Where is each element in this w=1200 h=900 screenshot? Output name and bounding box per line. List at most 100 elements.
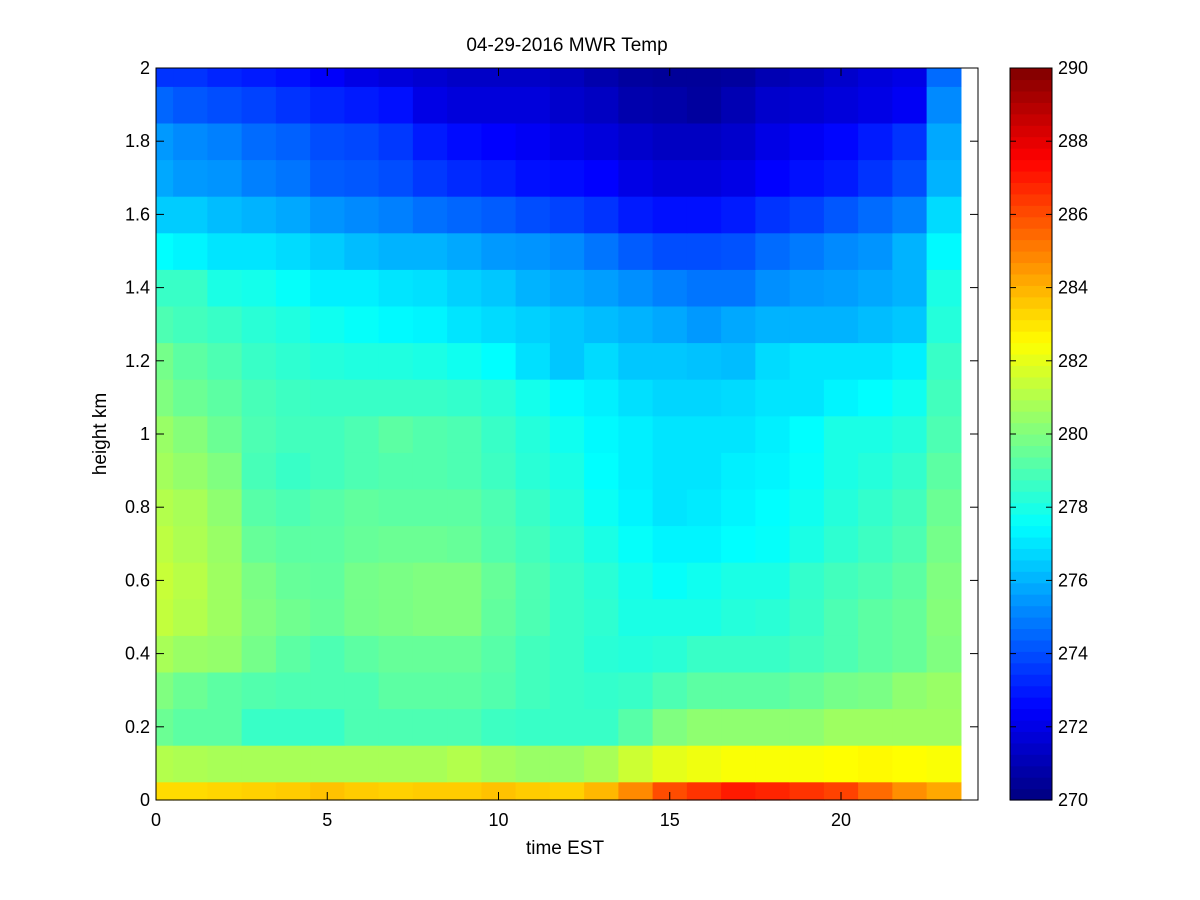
- heatmap-cell: [481, 159, 517, 197]
- colorbar-step: [1010, 193, 1052, 206]
- heatmap-cell: [156, 671, 174, 710]
- heatmap-cell: [823, 708, 859, 746]
- heatmap-cell: [156, 379, 174, 417]
- heatmap-cell: [789, 68, 825, 87]
- heatmap-cell: [618, 708, 654, 746]
- heatmap-cell: [618, 598, 654, 636]
- heatmap-cell: [686, 415, 722, 453]
- heatmap-cell: [652, 415, 688, 453]
- heatmap-cell: [892, 525, 928, 563]
- heatmap-cell: [721, 488, 756, 527]
- heatmap-cell: [447, 635, 482, 673]
- heatmap-cell: [926, 525, 962, 563]
- heatmap-cell: [858, 598, 893, 636]
- colorbar-tick-label: 272: [1058, 717, 1088, 737]
- heatmap-cell: [378, 159, 414, 197]
- colorbar-step: [1010, 628, 1052, 641]
- heatmap-cell: [481, 488, 517, 527]
- heatmap-cell: [173, 598, 208, 636]
- heatmap-cell: [858, 342, 893, 380]
- heatmap-cell: [378, 635, 414, 673]
- heatmap-cell: [275, 122, 311, 161]
- heatmap-cell: [755, 598, 791, 636]
- heatmap-cell: [686, 525, 722, 563]
- heatmap-cell: [344, 196, 380, 234]
- heatmap-cell: [378, 562, 414, 600]
- colorbar-step: [1010, 296, 1052, 309]
- heatmap-cell: [858, 745, 893, 783]
- heatmap-cell: [241, 525, 277, 563]
- heatmap-cell: [584, 488, 619, 527]
- x-tick-label: 15: [660, 810, 680, 830]
- colorbar-step: [1010, 777, 1052, 790]
- colorbar-tick-label: 286: [1058, 204, 1088, 224]
- colorbar-step: [1010, 742, 1052, 755]
- heatmap-cell: [412, 379, 448, 417]
- heatmap-cell: [310, 635, 345, 673]
- heatmap-cell: [584, 525, 619, 563]
- heatmap-cell: [156, 159, 174, 197]
- heatmap-cell: [310, 598, 345, 636]
- heatmap-cell: [721, 671, 756, 710]
- heatmap-cell: [926, 562, 962, 600]
- heatmap-cell: [926, 415, 962, 453]
- heatmap-cell: [447, 708, 482, 746]
- heatmap-cell: [173, 196, 208, 234]
- colorbar-step: [1010, 788, 1052, 801]
- colorbar-step: [1010, 148, 1052, 161]
- heatmap-cell: [618, 305, 654, 344]
- heatmap-cell: [241, 708, 277, 746]
- heatmap-cell: [173, 379, 208, 417]
- heatmap-cell: [515, 671, 551, 710]
- heatmap-cell: [926, 781, 962, 801]
- y-tick-label: 0.2: [125, 717, 150, 737]
- heatmap-cell: [789, 488, 825, 527]
- x-tick-label: 10: [488, 810, 508, 830]
- heatmap-cell: [310, 159, 345, 197]
- heatmap-cell: [858, 196, 893, 234]
- heatmap-cell: [823, 269, 859, 307]
- heatmap-cell: [721, 452, 756, 490]
- heatmap-cell: [892, 452, 928, 490]
- heatmap-cell: [926, 452, 962, 490]
- heatmap-cell: [926, 86, 962, 124]
- heatmap-cell: [515, 415, 551, 453]
- heatmap-cell: [618, 525, 654, 563]
- heatmap-cell: [156, 415, 174, 453]
- heatmap-cell: [789, 452, 825, 490]
- heatmap-cell: [481, 745, 517, 783]
- colorbar-step: [1010, 342, 1052, 355]
- heatmap-cell: [378, 708, 414, 746]
- heatmap-cell: [584, 379, 619, 417]
- heatmap-cell: [310, 379, 345, 417]
- heatmap-cell: [755, 122, 791, 161]
- heatmap-cell: [515, 196, 551, 234]
- colorbar-step: [1010, 136, 1052, 149]
- heatmap-cell: [549, 781, 585, 801]
- colorbar-step: [1010, 90, 1052, 103]
- heatmap-cell: [858, 415, 893, 453]
- heatmap-cell: [378, 342, 414, 380]
- heatmap-cell: [549, 232, 585, 270]
- heatmap-cell: [892, 342, 928, 380]
- heatmap-cell: [858, 305, 893, 344]
- heatmap-cell: [823, 86, 859, 124]
- heatmap-cell: [344, 342, 380, 380]
- heatmap-cell: [892, 598, 928, 636]
- heatmap-cell: [241, 122, 277, 161]
- heatmap-cell: [207, 562, 243, 600]
- heatmap-cell: [156, 305, 174, 344]
- heatmap-cell: [344, 305, 380, 344]
- heatmap-cell: [584, 305, 619, 344]
- heatmap-cell: [207, 305, 243, 344]
- heatmap-cell: [344, 159, 380, 197]
- heatmap-cell: [447, 379, 482, 417]
- colorbar-step: [1010, 365, 1052, 378]
- heatmap-cell: [686, 68, 722, 87]
- heatmap-cell: [686, 671, 722, 710]
- colorbar-step: [1010, 68, 1052, 81]
- heatmap-cell: [721, 196, 756, 234]
- heatmap-cell: [755, 452, 791, 490]
- heatmap-cell: [515, 708, 551, 746]
- heatmap-cell: [721, 635, 756, 673]
